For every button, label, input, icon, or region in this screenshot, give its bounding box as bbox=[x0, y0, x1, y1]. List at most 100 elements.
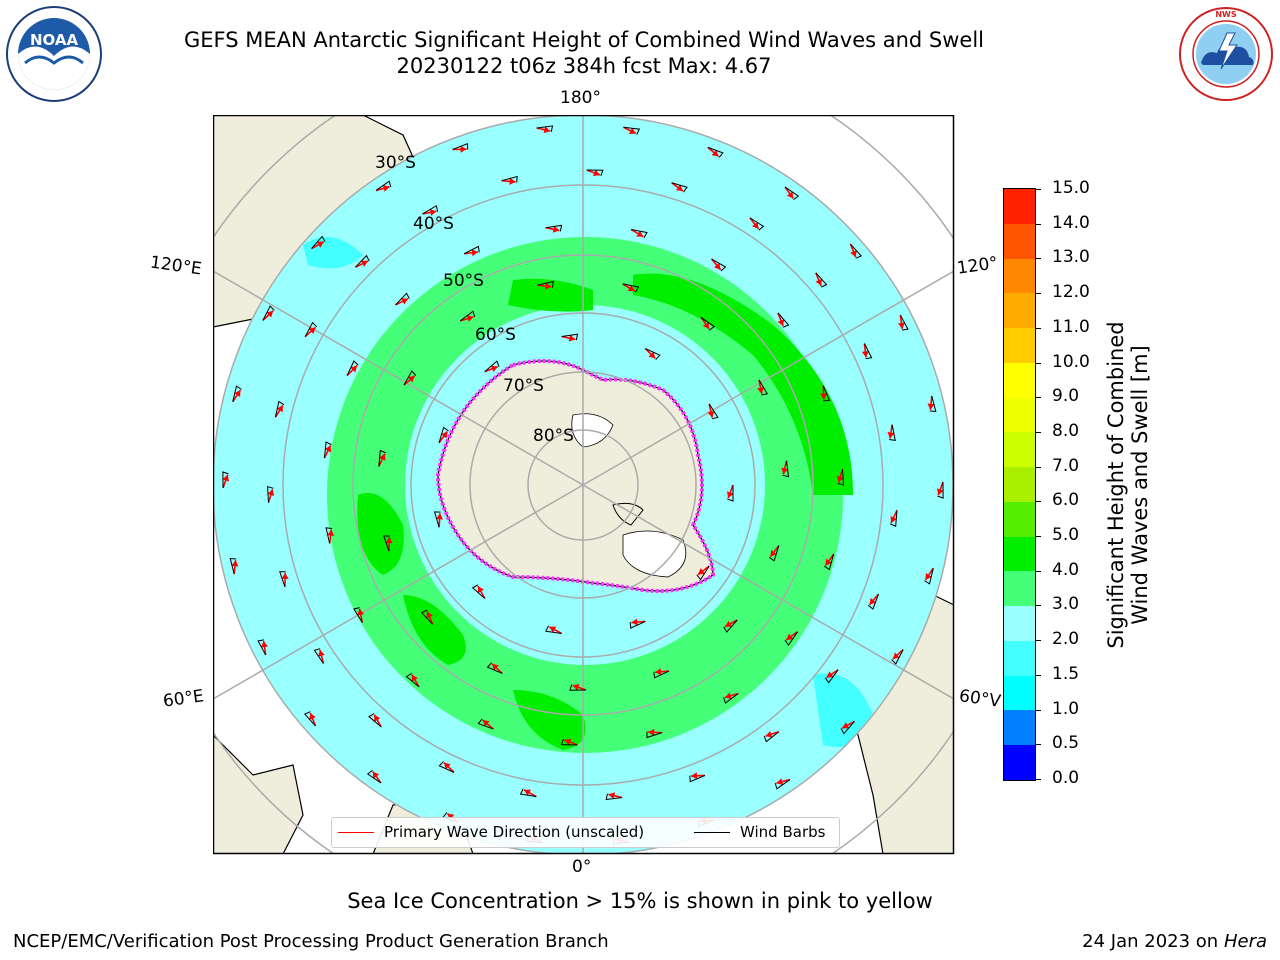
wind-barb bbox=[311, 235, 326, 249]
wave-arrow-head bbox=[350, 365, 358, 373]
wind-barb bbox=[784, 186, 800, 201]
colorbar-tick-mark bbox=[1035, 570, 1041, 572]
colorbar-tick-label: 4.0 bbox=[1052, 559, 1080, 580]
colorbar-tick-label: 0.0 bbox=[1052, 768, 1080, 788]
colorbar-swatch bbox=[1004, 362, 1035, 398]
wave-arrow-head bbox=[234, 390, 241, 398]
wave-arrow-head bbox=[524, 789, 531, 796]
colorbar-swatch bbox=[1004, 223, 1035, 259]
colorbar-tick-mark bbox=[1035, 466, 1041, 468]
wave-arrow-head bbox=[572, 684, 580, 691]
wind-barb bbox=[368, 713, 382, 728]
colorbar-tick-label: 0.5 bbox=[1052, 733, 1080, 754]
wave-arrow-head bbox=[815, 278, 823, 286]
wind-barb bbox=[646, 731, 663, 739]
wind-barb bbox=[262, 305, 275, 321]
wind-barb bbox=[671, 182, 688, 193]
legend-item-wave: Primary Wave Direction (unscaled) bbox=[338, 823, 644, 841]
wind-barb bbox=[303, 711, 316, 727]
wind-barb bbox=[758, 379, 769, 396]
wind-barb bbox=[631, 229, 648, 238]
wind-barb bbox=[459, 310, 476, 322]
wind-barb bbox=[653, 670, 670, 679]
colorbar-swatch bbox=[1004, 432, 1035, 468]
wave-arrow-head bbox=[629, 127, 636, 134]
wind-barb bbox=[696, 565, 710, 581]
wind-barb bbox=[403, 370, 417, 386]
wind-barb bbox=[629, 620, 646, 629]
wave-arrow-head bbox=[361, 260, 368, 267]
map-legend: Primary Wave Direction (unscaled) Wind B… bbox=[331, 817, 840, 848]
wind-barb bbox=[929, 395, 937, 413]
colorbar-tick-mark bbox=[1035, 605, 1041, 607]
colorbar-tick-mark bbox=[1035, 293, 1041, 295]
colorbar bbox=[1003, 188, 1036, 781]
footer-machine: Hera bbox=[1223, 931, 1267, 952]
wind-barb bbox=[889, 424, 896, 441]
wind-barb bbox=[304, 321, 318, 337]
wind-barb bbox=[452, 142, 469, 150]
wind-barb bbox=[560, 738, 578, 746]
wind-barb bbox=[749, 217, 765, 231]
wind-barb bbox=[727, 485, 734, 502]
wave-arrow-head bbox=[429, 208, 437, 216]
wind-barb bbox=[323, 441, 332, 459]
legend-wave-line bbox=[338, 831, 374, 833]
lat-label-70s: 70°S bbox=[503, 376, 544, 396]
colorbar-tick-label: 2.0 bbox=[1052, 629, 1080, 650]
wind-barb bbox=[232, 385, 242, 402]
colorbar-tick-mark bbox=[1035, 397, 1041, 399]
wave-arrow-head bbox=[850, 250, 857, 258]
colorbar-swatch bbox=[1004, 536, 1035, 572]
legend-wave-label: Primary Wave Direction (unscaled) bbox=[384, 823, 645, 841]
wave-arrow-head bbox=[608, 792, 616, 800]
lon-label-60w: 60°V bbox=[957, 686, 1002, 712]
wave-arrow-head bbox=[261, 641, 268, 648]
lon-label-120e: 120°E bbox=[148, 252, 203, 280]
colorbar-swatch bbox=[1004, 675, 1035, 711]
wind-barb bbox=[501, 175, 518, 183]
wind-barb bbox=[708, 403, 719, 420]
wave-arrow-head bbox=[887, 432, 895, 439]
wave-arrow-head bbox=[477, 586, 484, 594]
wind-barb bbox=[353, 607, 363, 623]
wind-barb bbox=[850, 243, 863, 259]
colorbar-tick-label: 1.0 bbox=[1052, 698, 1080, 719]
wave-arrow-head bbox=[707, 410, 715, 418]
wave-arrow-head bbox=[698, 568, 705, 575]
wave-arrow-head bbox=[436, 513, 444, 520]
wave-arrow-head bbox=[379, 453, 386, 461]
wind-barb bbox=[822, 385, 831, 402]
lon-label-180: 180° bbox=[560, 88, 601, 108]
wind-barb bbox=[383, 535, 390, 552]
wind-barb bbox=[463, 245, 480, 255]
wave-arrow-head bbox=[593, 169, 600, 177]
wind-barb bbox=[889, 510, 898, 528]
wave-arrow-head bbox=[820, 393, 828, 400]
wind-barb bbox=[519, 788, 537, 798]
colorbar-tick-label: 15.0 bbox=[1052, 178, 1090, 198]
wave-arrow-head bbox=[482, 720, 490, 727]
wind-barb bbox=[471, 584, 486, 599]
wave-arrow-head bbox=[309, 712, 316, 720]
wind-barb bbox=[395, 292, 410, 306]
wind-barb bbox=[545, 224, 563, 232]
wind-barb bbox=[569, 684, 586, 691]
colorbar-swatch bbox=[1004, 328, 1035, 363]
wind-barb bbox=[768, 545, 780, 562]
wind-barb bbox=[378, 449, 386, 467]
chart-subtitle: 20230122 t06z 384h fcst Max: 4.67 bbox=[396, 54, 772, 78]
wave-arrow-head bbox=[426, 611, 433, 619]
wind-barb bbox=[267, 486, 274, 503]
wave-arrow-head bbox=[702, 322, 710, 329]
colorbar-tick-mark bbox=[1035, 431, 1041, 433]
wind-barb bbox=[279, 571, 286, 588]
wave-arrow-head bbox=[222, 474, 229, 482]
wave-arrow-head bbox=[509, 177, 516, 185]
wave-arrow-head bbox=[781, 467, 789, 475]
wave-arrow-head bbox=[267, 489, 275, 497]
wave-arrow-head bbox=[826, 671, 834, 678]
wave-arrow-head bbox=[892, 652, 900, 660]
colorbar-tick-mark bbox=[1035, 744, 1041, 746]
colorbar-tick-mark bbox=[1035, 536, 1041, 538]
